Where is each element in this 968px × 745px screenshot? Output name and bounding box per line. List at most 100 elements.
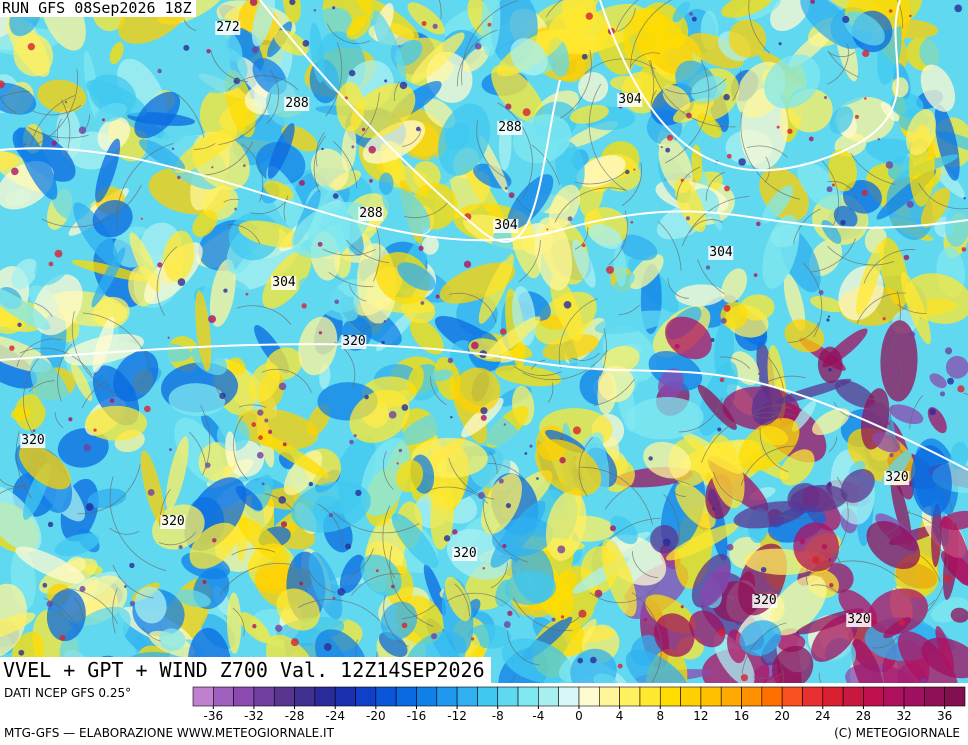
wind-streamline [449,292,497,323]
field-speck [662,538,671,547]
wind-streamline [831,551,843,579]
wind-streamline [65,588,118,624]
field-blob [505,570,557,605]
field-speck [920,678,927,683]
colorbar-tick-label: -16 [407,709,427,723]
field-speck [724,185,730,192]
wind-streamline [200,405,211,476]
colorbar-swatch [741,686,763,707]
field-blob [783,273,806,332]
contour-label: 288 [358,206,384,221]
wind-streamline [617,8,636,32]
colorbar-swatch [944,686,966,707]
wind-streamline [61,99,71,160]
field-speck [388,410,397,419]
wind-streamline [574,169,629,185]
wind-streamline [183,19,197,31]
field-speck [78,126,87,134]
field-blob [764,54,821,109]
field-speck [68,417,73,422]
wind-streamline [322,248,376,256]
field-speck [546,228,549,231]
field-speck [758,372,761,375]
wind-streamline [805,563,811,586]
field-blob [950,607,968,623]
field-speck [211,166,214,169]
field-blob [797,161,842,210]
field-blob [165,436,189,511]
field-speck [177,278,186,286]
field-speck [778,42,782,46]
field-blob [491,65,545,124]
colorbar-swatch [253,686,275,707]
field-speck [945,347,953,355]
field-speck [812,556,820,564]
colorbar-tick-label: 0 [575,709,583,723]
field-speck [420,301,425,305]
wind-streamline [880,290,901,365]
field-speck [432,23,438,29]
field-blob [616,234,658,261]
wind-streamline [705,171,726,201]
wind-streamline [578,437,593,497]
field-speck [630,220,634,224]
colorbar-swatch [700,686,722,707]
wind-streamline [889,405,903,454]
field-speck [280,521,288,528]
field-blob [510,38,548,76]
colorbar-swatch [619,686,641,707]
field-blob [904,273,968,324]
wind-streamline [746,145,788,158]
colorbar-tick-label: -12 [447,709,467,723]
field-speck [443,535,451,542]
colorbar-swatch [863,686,885,707]
wind-streamline [210,49,248,83]
wind-streamline [325,42,343,117]
wind-streamline [732,69,742,102]
field-blob [934,104,960,181]
field-speck [828,368,832,372]
colorbar: -36 -32 -28 -24 -20 -16 -12 -8 -4 0 4 8 12 16 20 24 28 32… [192,686,966,723]
field-speck [208,315,217,324]
wind-streamline [429,376,447,406]
wind-streamline [631,551,658,578]
weather-map [0,0,968,683]
wind-streamline [27,126,89,139]
field-speck [898,619,906,626]
wind-streamline [313,135,326,193]
field-speck [299,179,305,186]
field-speck [929,408,936,416]
field-blob [216,418,250,452]
colorbar-swatch [294,686,316,707]
field-blob [308,551,343,620]
field-speck [560,437,563,440]
wind-streamline [754,375,806,392]
wind-streamline [456,29,498,87]
field-blob [341,125,357,172]
field-blob [378,172,394,195]
wind-streamline [740,445,805,486]
wind-streamline [308,569,336,594]
wind-streamline [609,517,661,540]
field-speck [337,587,346,596]
field-speck [64,100,68,104]
field-speck [487,22,492,27]
field-speck [471,341,479,350]
field-blob [251,0,276,47]
colorbar-tick-label: 28 [856,709,871,723]
field-blob [129,232,161,293]
wind-streamline [757,348,785,421]
wind-streamline [349,548,374,578]
field-blob [890,474,912,546]
wind-streamline [513,365,562,376]
wind-streamline [615,0,639,33]
wind-streamline [828,436,838,453]
wind-streamline [35,68,78,146]
wind-streamline [0,96,17,114]
field-blob [699,565,731,608]
wind-streamline [31,104,82,116]
wind-streamline [512,597,573,631]
wind-streamline [787,322,820,343]
field-blob [897,631,958,683]
wind-streamline [454,583,470,617]
